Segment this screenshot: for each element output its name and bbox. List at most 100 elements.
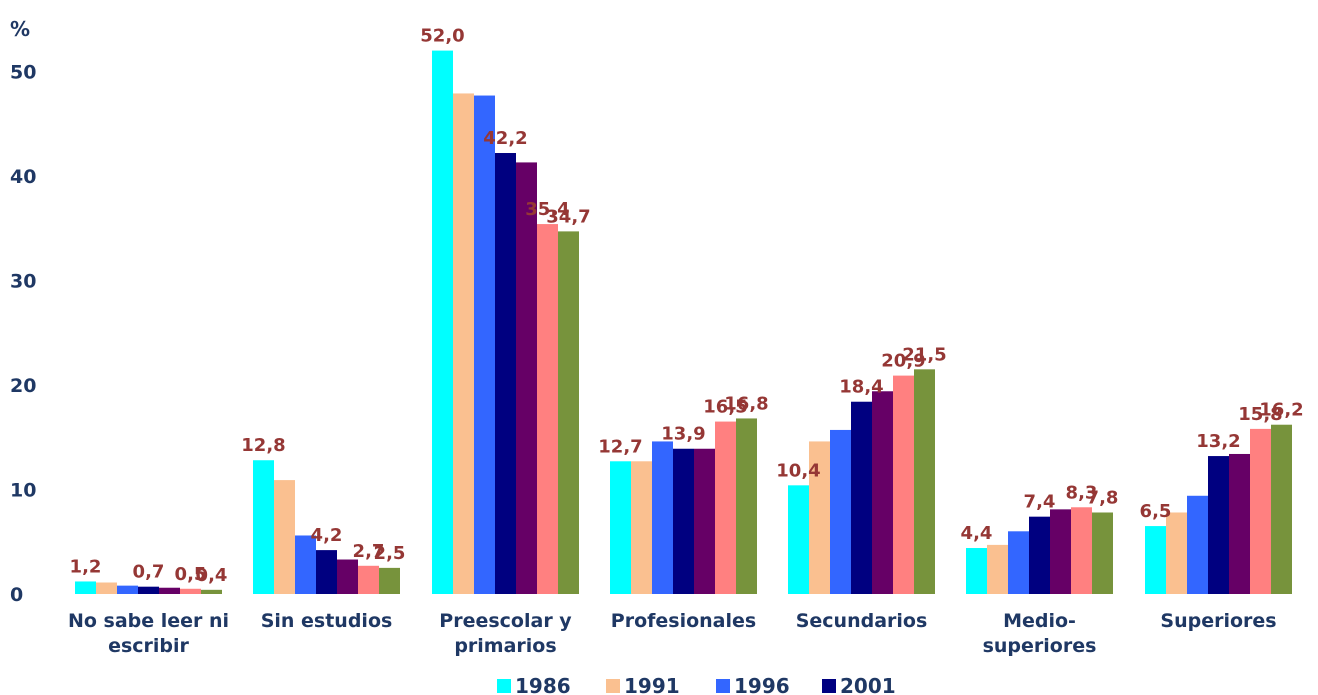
category-label-4-line-0: Secundarios	[796, 610, 928, 632]
legend-label-1991: 1991	[624, 674, 680, 695]
bar-series1-cat6	[1166, 512, 1187, 594]
data-label-series5-cat1: 2,7	[353, 541, 385, 562]
bar-series6-cat1	[379, 567, 400, 594]
data-label-series0-cat2: 52,0	[420, 26, 464, 47]
data-label-series3-cat0: 0,7	[133, 562, 165, 583]
bar-series5-cat0	[180, 588, 201, 594]
data-label-series3-cat3: 13,9	[661, 424, 705, 445]
bar-series4-cat4	[872, 391, 893, 594]
bar-series6-cat4	[914, 369, 935, 594]
data-label-series6-cat1: 2,5	[374, 543, 406, 564]
bar-series5-cat5	[1071, 507, 1092, 594]
category-label-5-line-1: superiores	[983, 635, 1097, 657]
legend-swatch-2001	[822, 679, 836, 693]
legend-label-1986: 1986	[515, 674, 571, 695]
legend-swatch-1991	[606, 679, 620, 693]
data-label-series3-cat1: 4,2	[311, 525, 343, 546]
legend-label-2001: 2001	[840, 674, 896, 695]
bar-series5-cat6	[1250, 428, 1271, 594]
data-label-series6-cat5: 7,8	[1087, 487, 1119, 508]
data-label-series5-cat2: 35,4	[525, 199, 569, 220]
bar-series0-cat5	[966, 548, 987, 594]
data-label-series5-cat3: 16,5	[703, 397, 747, 418]
category-label-0-line-0: No sabe leer ni	[68, 610, 229, 632]
category-label-1-line-0: Sin estudios	[261, 610, 393, 632]
y-tick-0: 0	[10, 584, 23, 606]
legend-label-1996: 1996	[734, 674, 790, 695]
bar-series1-cat2	[453, 93, 474, 594]
bar-series4-cat1	[337, 559, 358, 594]
bar-series1-cat3	[631, 461, 652, 594]
y-tick-30: 30	[10, 271, 36, 293]
bar-series6-cat5	[1092, 512, 1113, 594]
data-label-series0-cat4: 10,4	[776, 460, 820, 481]
bar-series2-cat1	[295, 535, 316, 594]
bar-series5-cat1	[358, 565, 379, 594]
bar-series2-cat2	[474, 95, 495, 594]
data-label-series5-cat6: 15,8	[1238, 404, 1282, 425]
bar-series2-cat6	[1187, 495, 1208, 594]
bar-series3-cat6	[1208, 456, 1229, 594]
bar-series5-cat4	[893, 375, 914, 594]
bar-series4-cat3	[694, 448, 715, 594]
bar-series3-cat3	[673, 448, 694, 594]
bar-series2-cat3	[652, 441, 673, 594]
data-label-series3-cat4: 18,4	[839, 377, 883, 398]
data-label-series0-cat1: 12,8	[241, 435, 285, 456]
bar-series3-cat2	[495, 153, 516, 594]
data-label-series5-cat4: 20,9	[881, 351, 925, 372]
category-label-0-line-1: escribir	[108, 635, 189, 657]
data-labels: 1,2 12,8 52,0 12,7 10,4 4,4 6,5 0,7 4,2 42,2 13,9 1…	[70, 26, 1304, 586]
bar-series2-cat0	[117, 585, 138, 594]
bar-series4-cat5	[1050, 509, 1071, 594]
legend: 1986 1991 1996 2001	[497, 674, 896, 695]
data-label-series0-cat5: 4,4	[961, 523, 993, 544]
bar-series5-cat2	[537, 224, 558, 594]
bar-series0-cat6	[1145, 526, 1166, 594]
bar-series6-cat2	[558, 231, 579, 594]
data-label-series6-cat2: 34,7	[546, 206, 590, 227]
bar-series0-cat2	[432, 50, 453, 595]
bar-series1-cat4	[809, 441, 830, 594]
bar-series6-cat6	[1271, 424, 1292, 594]
data-label-series5-cat5: 8,3	[1066, 482, 1098, 503]
bar-series2-cat4	[830, 429, 851, 594]
bar-series1-cat1	[274, 480, 295, 594]
legend-swatch-1986	[497, 679, 511, 693]
y-tick-40: 40	[10, 166, 36, 188]
bar-series3-cat5	[1029, 516, 1050, 594]
legend-swatch-1996	[716, 679, 730, 693]
y-tick-20: 20	[10, 375, 36, 397]
data-label-series3-cat2: 42,2	[483, 128, 527, 149]
bar-series2-cat5	[1008, 531, 1029, 594]
data-label-series0-cat6: 6,5	[1140, 501, 1172, 522]
category-label-6-line-0: Superiores	[1160, 610, 1276, 632]
data-label-series0-cat3: 12,7	[598, 436, 642, 457]
bar-series3-cat4	[851, 401, 872, 594]
data-label-series6-cat0: 0,4	[196, 565, 228, 586]
bar-series4-cat6	[1229, 453, 1250, 594]
bar-series1-cat0	[96, 582, 117, 594]
bars	[75, 50, 1292, 595]
data-label-series5-cat0: 0,5	[175, 564, 207, 585]
bar-series4-cat2	[516, 162, 537, 595]
data-label-series3-cat6: 13,2	[1196, 431, 1240, 452]
y-tick-50: 50	[10, 62, 36, 84]
y-axis-ticks: 0 10 20 30 40 50	[10, 62, 36, 607]
bar-series0-cat0	[75, 581, 96, 594]
bar-series1-cat5	[987, 544, 1008, 594]
data-label-series6-cat3: 16,8	[724, 393, 768, 414]
bar-series5-cat3	[715, 421, 736, 594]
data-label-series0-cat0: 1,2	[70, 556, 102, 577]
category-label-3-line-0: Profesionales	[611, 610, 756, 632]
category-label-5-line-0: Medio-	[1003, 610, 1076, 632]
bar-series0-cat4	[788, 485, 809, 594]
bar-series3-cat1	[316, 550, 337, 594]
data-label-series3-cat5: 7,4	[1024, 492, 1056, 513]
category-label-2-line-0: Preescolar y	[439, 610, 572, 632]
y-tick-10: 10	[10, 480, 36, 502]
bar-series0-cat3	[610, 461, 631, 594]
data-label-series6-cat4: 21,5	[902, 344, 946, 365]
bar-series3-cat0	[138, 586, 159, 594]
